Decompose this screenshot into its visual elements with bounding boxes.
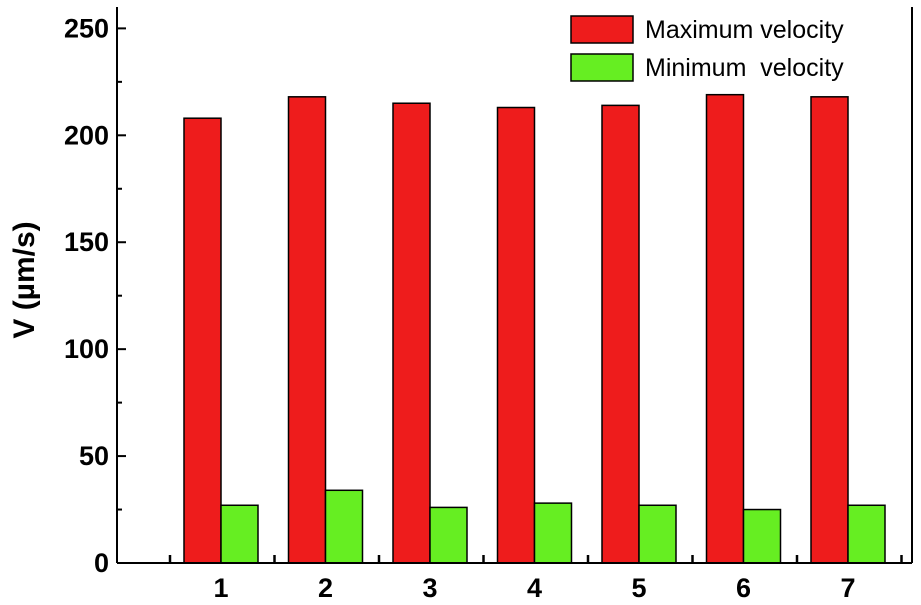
bar-minimum-3 xyxy=(429,506,468,564)
x-tick-label: 6 xyxy=(736,573,751,603)
bar-minimum-7 xyxy=(847,504,886,564)
y-axis-title: V (µm/s) xyxy=(8,221,41,338)
x-tick-label: 5 xyxy=(631,573,646,603)
bar-minimum-6 xyxy=(742,508,782,564)
legend-label-maximum: Maximum velocity xyxy=(645,16,844,44)
bar-maximum-1 xyxy=(183,117,222,564)
y-tick-label: 0 xyxy=(94,548,109,578)
y-tick-label: 50 xyxy=(79,441,109,471)
bar-maximum-7 xyxy=(810,96,849,564)
bar-minimum-4 xyxy=(533,502,573,564)
y-tick-label: 250 xyxy=(64,13,109,43)
bar-maximum-6 xyxy=(705,93,745,564)
bar-maximum-3 xyxy=(392,102,431,564)
legend-swatch-maximum xyxy=(570,15,634,44)
y-tick-label: 200 xyxy=(64,120,109,150)
legend: Maximum velocity Minimum velocity xyxy=(570,15,844,82)
axes-layer xyxy=(116,7,913,564)
bar-minimum-5 xyxy=(638,504,677,564)
x-tick-label: 4 xyxy=(527,573,542,603)
bar-maximum-5 xyxy=(601,104,640,564)
bars-layer xyxy=(183,93,886,564)
bar-maximum-2 xyxy=(287,96,327,564)
y-tick-label: 100 xyxy=(64,334,109,364)
ticks-layer: 0 50 100 150 200 250 1 2 3 4 5 6 7 xyxy=(64,13,903,603)
bar-maximum-4 xyxy=(496,106,536,564)
legend-swatch-minimum xyxy=(570,53,634,82)
bar-minimum-1 xyxy=(220,504,259,564)
bar-minimum-2 xyxy=(324,489,364,564)
x-tick-label: 1 xyxy=(213,573,228,603)
x-tick-label: 7 xyxy=(840,573,855,603)
legend-label-minimum: Minimum velocity xyxy=(645,54,844,82)
y-tick-label: 150 xyxy=(64,227,109,257)
x-tick-label: 2 xyxy=(318,573,333,603)
x-tick-label: 3 xyxy=(422,573,437,603)
